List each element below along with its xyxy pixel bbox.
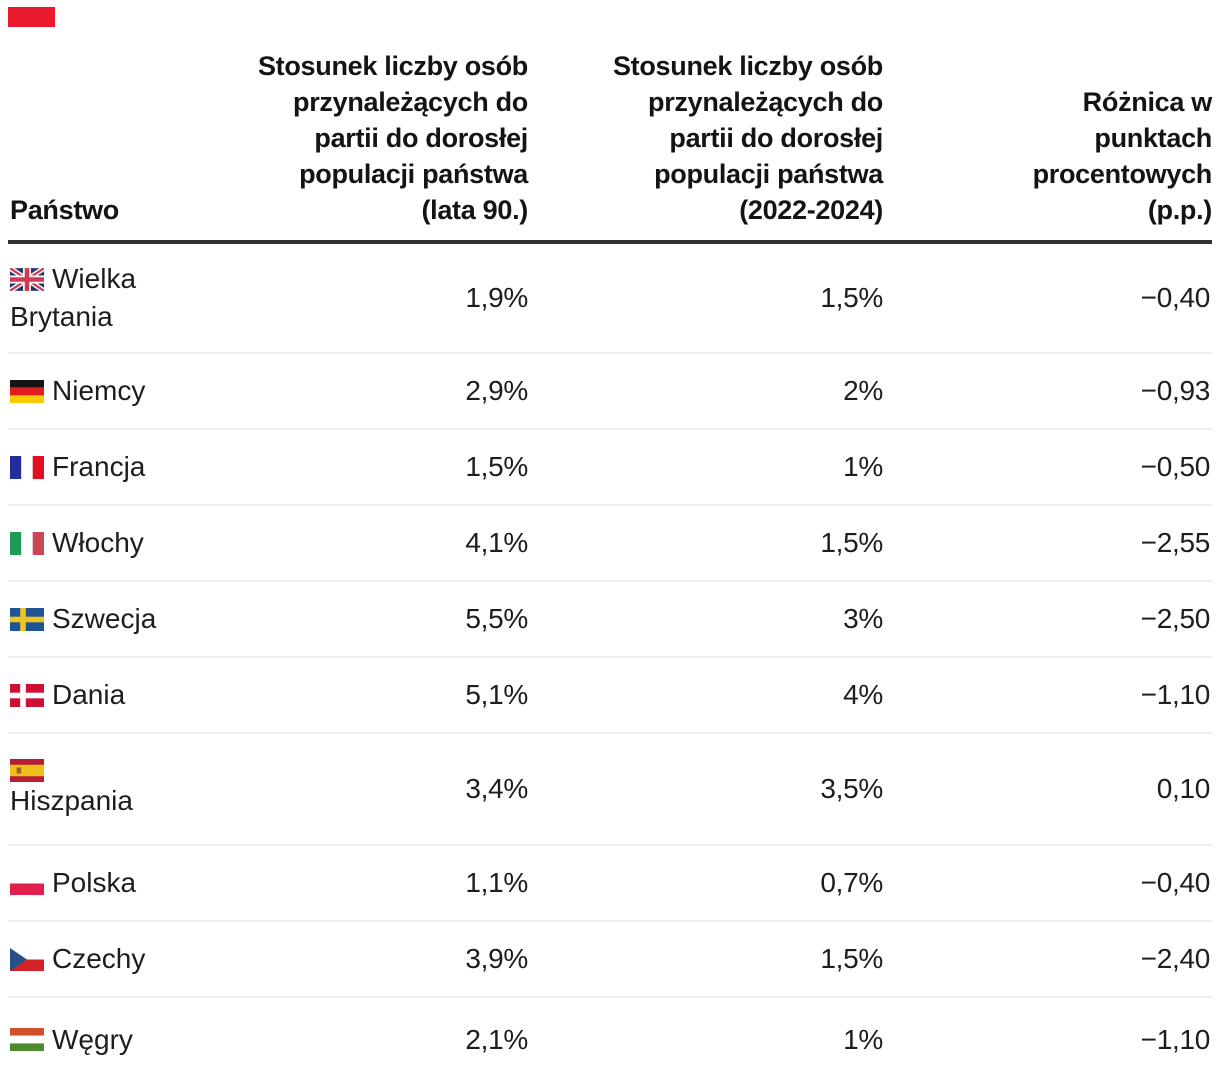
value-2022-2024: 0,7% (820, 867, 883, 898)
column-header-1990s-line: partii do dorosłej (314, 123, 528, 153)
flag-icon-it (10, 531, 44, 555)
value-diff-pp: −0,50 (1140, 451, 1211, 482)
flag-icon-de (10, 379, 44, 403)
column-header-1990s-line: (lata 90.) (421, 195, 528, 225)
table-row-se: Szwecja 5,5% 3% −2,50 (8, 582, 1212, 658)
value-diff-pp: 0,10 (1156, 773, 1211, 804)
column-header-1990s-line: populacji państwa (299, 159, 528, 189)
country-cell: Dania (8, 676, 240, 714)
country-name: Dania (52, 679, 126, 710)
value-2022-2024: 1,5% (820, 282, 883, 313)
country-name: Hiszpania (10, 784, 133, 816)
flag-icon-gb (10, 267, 44, 291)
value-1990s: 4,1% (465, 527, 528, 558)
table-row-de: Niemcy 2,9% 2% −0,93 (8, 354, 1212, 430)
value-2022-2024: 1% (843, 451, 883, 482)
table-row-fr: Francja 1,5% 1% −0,50 (8, 430, 1212, 506)
country-name: Wielka (52, 263, 137, 294)
value-2022-2024: 4% (843, 679, 883, 710)
flag-icon-se (10, 607, 44, 631)
column-header-diff-pp-line: punktach (1094, 123, 1212, 153)
country-name: Szwecja (52, 603, 157, 634)
table-row-es: Hiszpania 3,4% 3,5% 0,10 (8, 734, 1212, 846)
value-2022-2024: 1,5% (820, 527, 883, 558)
column-header-2022-2024-line: przynależących do (648, 87, 883, 117)
country-cell: Włochy (8, 524, 240, 562)
table-header: Państwo Stosunek liczby osób przynależący… (8, 0, 1212, 244)
country-cell: Hiszpania (8, 758, 240, 820)
country-cell: Niemcy (8, 372, 240, 410)
table-row-it: Włochy 4,1% 1,5% −2,55 (8, 506, 1212, 582)
value-diff-pp: −0,93 (1140, 375, 1211, 406)
country-cell: Czechy (8, 940, 240, 978)
value-1990s: 3,4% (465, 773, 528, 804)
column-header-2022-2024: Stosunek liczby osób przynależących do par… (528, 48, 883, 228)
table-row-gb: Wielka Brytania 1,9% 1,5% −0,40 (8, 244, 1212, 354)
column-header-1990s: Stosunek liczby osób przynależących do par… (240, 48, 528, 228)
country-cell: Francja (8, 448, 240, 486)
column-header-2022-2024-line: populacji państwa (654, 159, 883, 189)
value-diff-pp: −2,50 (1140, 603, 1211, 634)
value-2022-2024: 2% (843, 375, 883, 406)
country-cell: Polska (8, 864, 240, 902)
value-diff-pp: −2,40 (1140, 943, 1211, 974)
column-header-2022-2024-line: Stosunek liczby osób (612, 51, 883, 81)
value-1990s: 1,1% (465, 867, 528, 898)
flag-icon-fr (10, 455, 44, 479)
table-row-cz: Czechy 3,9% 1,5% −2,40 (8, 922, 1212, 998)
value-1990s: 5,5% (465, 603, 528, 634)
value-1990s: 1,5% (465, 451, 528, 482)
column-header-2022-2024-line: (2022-2024) (739, 195, 883, 225)
value-1990s: 3,9% (465, 943, 528, 974)
country-name: Niemcy (52, 375, 146, 406)
table-row-hu: Węgry 2,1% 1% −1,10 (8, 998, 1212, 1081)
value-1990s: 2,9% (465, 375, 528, 406)
column-header-1990s-line: Stosunek liczby osób (257, 51, 528, 81)
table-body: Wielka Brytania 1,9% 1,5% −0,40 Niemcy 2,9% 2%… (8, 244, 1212, 1081)
value-1990s: 2,1% (465, 1023, 528, 1055)
column-header-2022-2024-line: partii do dorosłej (669, 123, 883, 153)
value-2022-2024: 3% (843, 603, 883, 634)
country-cell: Węgry (8, 1021, 240, 1059)
brand-mark (8, 7, 55, 27)
value-diff-pp: −1,10 (1140, 1023, 1211, 1055)
table-row-pl: Polska 1,1% 0,7% −0,40 (8, 846, 1212, 922)
country-name: Polska (52, 867, 137, 898)
flag-icon-cz (10, 947, 44, 971)
flag-icon-hu (10, 1028, 44, 1051)
value-diff-pp: −2,55 (1140, 527, 1211, 558)
value-2022-2024: 1,5% (820, 943, 883, 974)
table-row-dk: Dania 5,1% 4% −1,10 (8, 658, 1212, 734)
flag-icon-dk (10, 683, 44, 707)
column-header-country: Państwo (10, 195, 119, 225)
value-diff-pp: −0,40 (1140, 867, 1211, 898)
country-name: Francja (52, 451, 146, 482)
value-1990s: 5,1% (465, 679, 528, 710)
value-diff-pp: −1,10 (1140, 679, 1211, 710)
country-name: Czechy (52, 943, 146, 974)
column-header-1990s-line: przynależących do (293, 87, 528, 117)
country-name: Węgry (52, 1023, 133, 1055)
country-name: Włochy (52, 527, 144, 558)
column-header-diff-pp-line: procentowych (1032, 159, 1213, 189)
flag-icon-es (10, 758, 44, 782)
value-1990s: 1,9% (465, 282, 528, 313)
column-header-diff-pp-line: Różnica w (1082, 87, 1213, 117)
column-header-diff-pp-line: (p.p.) (1147, 195, 1212, 225)
value-diff-pp: −0,40 (1140, 282, 1211, 313)
flag-icon-pl (10, 871, 44, 895)
value-2022-2024: 1% (843, 1023, 883, 1055)
country-name: Brytania (10, 301, 113, 332)
value-2022-2024: 3,5% (820, 773, 883, 804)
country-cell: Wielka Brytania (8, 260, 240, 336)
column-header-diff-pp: Różnica w punktach procentowych (p.p.) (883, 84, 1213, 228)
country-cell: Szwecja (8, 600, 240, 638)
